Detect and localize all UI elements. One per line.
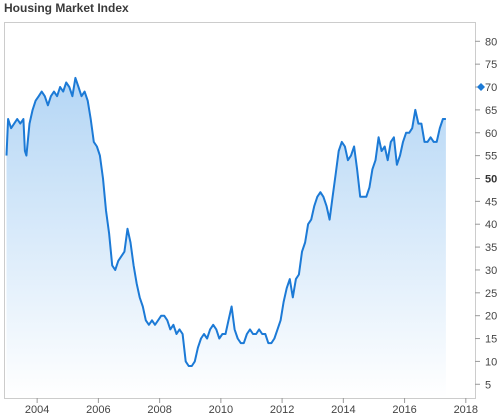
y-tick-label: 75 [485, 59, 497, 71]
x-tick-label: 2010 [209, 404, 233, 416]
x-tick-label: 2018 [454, 404, 478, 416]
y-tick-label: 40 [485, 219, 497, 231]
x-tick-label: 2004 [25, 404, 49, 416]
y-tick-label: 80 [485, 36, 497, 48]
y-tick-label: 45 [485, 196, 497, 208]
y-tick-label: 10 [485, 356, 497, 368]
series-area [6, 77, 446, 399]
y-tick-label: 25 [485, 288, 497, 300]
area-layer [6, 77, 446, 399]
y-axis: 5 10 15 20 25 30 35 40 45 50 55 60 65 70 75 80 [475, 36, 497, 391]
x-axis: 2004 2006 2008 2010 2012 2014 2016 2018 [25, 398, 478, 416]
y-tick-label: 30 [485, 265, 497, 277]
series-line [5, 76, 446, 367]
x-tick-label: 2014 [331, 404, 355, 416]
y-tick-label: 35 [485, 242, 497, 254]
y-tick-label: 60 [485, 128, 497, 140]
y-tick-label: 50 [485, 173, 497, 185]
y-tick-label: 15 [485, 334, 497, 346]
last-value-marker [477, 83, 485, 92]
y-tick-label: 55 [485, 151, 497, 163]
y-tick-label: 65 [485, 105, 497, 117]
x-tick-label: 2012 [270, 404, 294, 416]
y-tick-label: 20 [485, 311, 497, 323]
x-tick-label: 2006 [86, 404, 110, 416]
y-tick-label: 5 [485, 379, 491, 391]
marker-layer [477, 83, 485, 92]
x-tick-label: 2008 [147, 404, 171, 416]
x-tick-label: 2016 [392, 404, 416, 416]
y-tick-label: 70 [485, 82, 497, 94]
line-layer [5, 76, 446, 367]
chart-title: Housing Market Index [4, 1, 129, 15]
